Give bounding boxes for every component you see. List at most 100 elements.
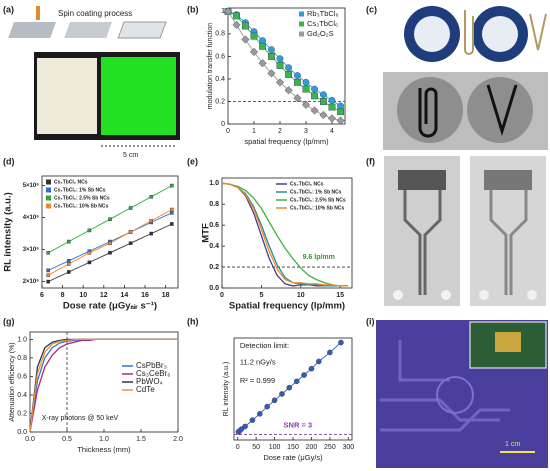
y-tick-label: 4×10⁶ (23, 215, 40, 221)
legend-swatch (299, 11, 304, 17)
hole (479, 290, 489, 300)
legend-swatch (46, 187, 51, 193)
panel-label: (a) (3, 4, 14, 14)
panel-label: (c) (366, 4, 377, 14)
annotation: 9.6 lp/mm (303, 254, 335, 261)
marker (338, 339, 344, 346)
panel-i-image (376, 320, 548, 468)
legend-swatch (46, 179, 51, 185)
y-tick-label: 1.0 (209, 180, 219, 187)
legend-label: Cs₃TbCl₆ (307, 19, 338, 28)
marker (241, 35, 250, 44)
hole (527, 290, 537, 300)
marker (302, 78, 310, 86)
marker (302, 85, 310, 93)
legend-label: Rb₃TbCl₆ (307, 9, 339, 18)
y-tick-label: 0.2 (215, 98, 225, 105)
marker (170, 207, 174, 212)
marker (128, 241, 133, 246)
legend-label: Cs₃TbCl₆: 1% Sb NCs (290, 189, 342, 195)
marker (242, 423, 248, 430)
marker (66, 259, 71, 263)
x-tick-label: 10 (79, 292, 87, 299)
marker (311, 92, 318, 100)
traces (403, 190, 442, 295)
y-axis-label: Attenuation efficiency (%) (9, 342, 16, 421)
clip (529, 13, 547, 51)
xray-clip (486, 84, 518, 137)
traces (489, 190, 528, 295)
annotation: X-ray photons @ 50 keV (42, 415, 119, 422)
marker (301, 100, 311, 109)
marker (328, 103, 336, 111)
marker (268, 46, 275, 54)
y-axis-label: MTF (201, 223, 212, 243)
inset-chip (495, 332, 521, 352)
xray-clip (418, 87, 438, 138)
marker (320, 91, 327, 99)
marker (316, 358, 322, 365)
x-tick-label: 2.0 (173, 436, 183, 443)
marker (337, 108, 344, 116)
marker (250, 32, 258, 40)
marker (285, 71, 292, 78)
marker (276, 62, 284, 69)
x-tick-label: 12 (100, 292, 108, 299)
spin-stage (64, 22, 112, 38)
legend-label: Cs₃TbCl₆: 10% Sb NCs (290, 205, 345, 211)
x-axis-label: spatial frequency (lp/mm) (244, 137, 329, 146)
marker (328, 96, 336, 104)
x-tick-label: 200 (306, 444, 318, 451)
series-line (221, 182, 349, 287)
marker (128, 230, 133, 234)
marker (46, 250, 50, 255)
x-axis-label: Spatial frequency (lp/mm) (229, 301, 345, 312)
marker (170, 183, 174, 188)
x-tick-label: 2 (278, 128, 282, 135)
panel-label: (g) (3, 316, 15, 326)
y-tick-label: 0.8 (17, 355, 27, 362)
y-tick-label: 0.4 (209, 243, 219, 250)
y-axis-label: modulation transfer function (207, 23, 214, 109)
marker (249, 417, 256, 423)
marker (128, 206, 133, 210)
x-tick-label: 0 (226, 128, 230, 135)
marker (294, 78, 301, 86)
series-line (29, 338, 178, 433)
legend-swatch (46, 195, 51, 201)
marker (279, 391, 285, 397)
y-tick-label: 0.8 (209, 201, 219, 208)
circuit-traces (380, 340, 510, 432)
marker (170, 222, 174, 226)
x-tick-label: 14 (121, 292, 129, 299)
marker (223, 7, 233, 16)
x-tick-label: 10 (297, 292, 305, 299)
y-tick-label: 0.0 (209, 285, 219, 292)
scale-label: 1 cm (505, 441, 520, 448)
annotation: 11.2 nGy/s (240, 357, 276, 366)
marker (149, 231, 154, 236)
y-tick-label: 0.4 (215, 76, 225, 83)
x-tick-label: 1 (252, 128, 256, 135)
marker (170, 210, 174, 215)
marker (320, 98, 327, 105)
marker (46, 268, 50, 273)
hole (441, 290, 451, 300)
coin-center (414, 16, 450, 52)
x-tick-label: 0 (220, 292, 224, 299)
marker (310, 106, 319, 115)
x-tick-label: 16 (141, 292, 149, 299)
legend-label: Cs₃TbCl₆: 2.5% Sb NCs (54, 195, 110, 201)
xray-coin (397, 77, 463, 143)
marker (336, 116, 345, 125)
x-tick-label: 5 (259, 292, 263, 299)
legend-label: Cs₃TbCl₆ NCs (290, 181, 324, 187)
marker (242, 22, 249, 30)
legend-swatch (299, 21, 304, 27)
panel-f-image (384, 156, 546, 306)
legend-label: Cs₃TbCl₆ NCs (54, 179, 88, 185)
y-axis-label: RL intensity (a.u.) (3, 192, 14, 272)
y-tick-label: 0.2 (17, 410, 27, 417)
legend-swatch (299, 31, 304, 37)
